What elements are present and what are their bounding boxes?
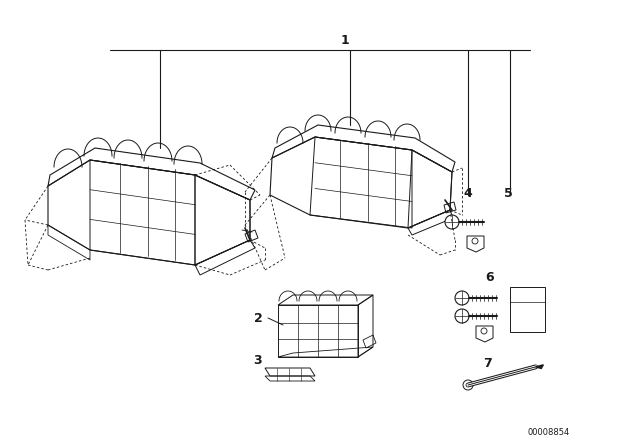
Text: 1: 1 [340, 34, 349, 47]
Text: 7: 7 [483, 357, 492, 370]
Polygon shape [536, 365, 543, 369]
Circle shape [463, 380, 473, 390]
Text: 5: 5 [504, 186, 513, 199]
Text: 2: 2 [253, 311, 262, 324]
Circle shape [481, 328, 487, 334]
Text: 6: 6 [486, 271, 494, 284]
Circle shape [445, 215, 459, 229]
Bar [510, 287, 545, 332]
Text: 4: 4 [463, 186, 472, 199]
Circle shape [455, 291, 469, 305]
Circle shape [472, 238, 478, 244]
Text: 3: 3 [253, 353, 262, 366]
Text: 00008854: 00008854 [528, 427, 570, 436]
Circle shape [455, 309, 469, 323]
